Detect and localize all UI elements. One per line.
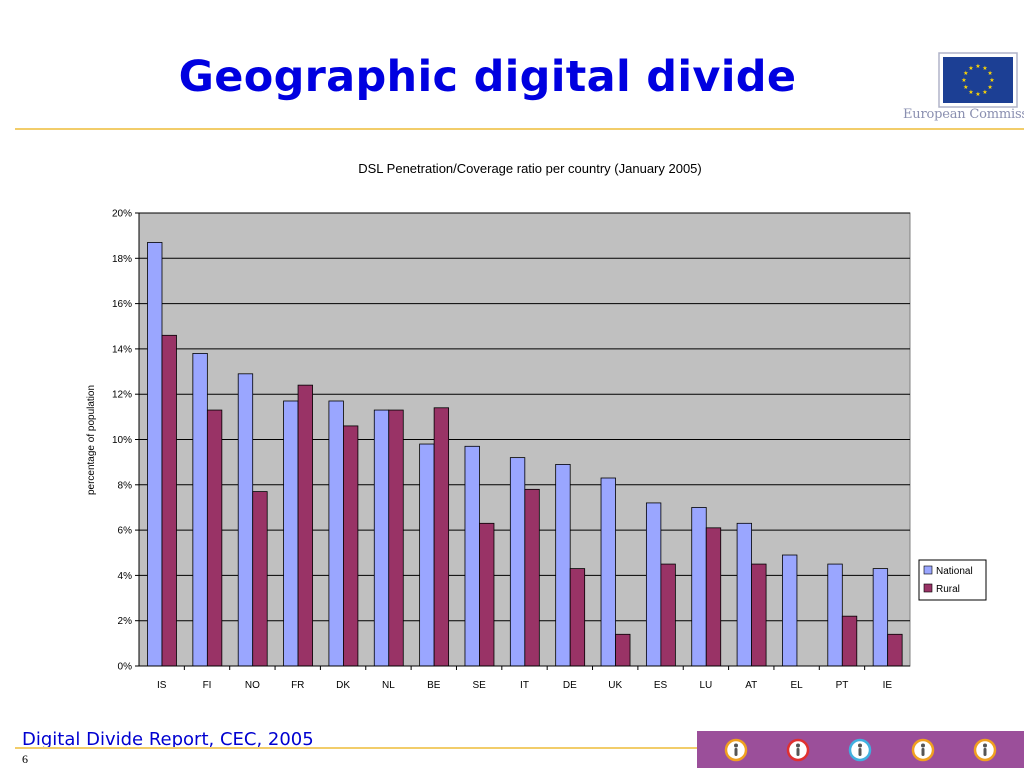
bar-national-at	[736, 522, 752, 667]
star-icon: ★	[975, 63, 980, 70]
star-icon: ★	[982, 65, 987, 72]
y-tick-label: 0%	[118, 662, 133, 673]
y-axis-label: percentage of population	[86, 385, 97, 495]
bar-rural-de	[569, 568, 586, 667]
cyclist-icon	[787, 738, 810, 761]
x-tick-label-pt: PT	[836, 680, 849, 691]
eu-flag-stars: ★ ★★★★★★★★★★★	[961, 63, 994, 98]
dsl-coverage-chart: DSL Penetration/Coverage ratio per count…	[86, 161, 987, 691]
x-tick-label-nl: NL	[382, 680, 395, 691]
star-icon: ★	[968, 89, 973, 96]
star-icon: ★	[987, 70, 992, 77]
x-tick-label-de: DE	[563, 680, 577, 691]
x-tick-label-uk: UK	[608, 680, 622, 691]
x-tick-label-dk: DK	[336, 680, 350, 691]
y-axis-ticks: 0% 2% 4% 6% 8% 10% 12% 14% 16% 18% 20%	[112, 209, 139, 673]
bar-national-be	[419, 443, 435, 667]
bar-rural-nl	[388, 409, 404, 667]
y-tick-label: 6%	[118, 526, 133, 537]
bar-national-no	[237, 373, 254, 667]
bar-national-el	[782, 554, 798, 667]
eu-flag	[943, 57, 1013, 103]
x-tick-label-el: EL	[791, 680, 804, 691]
bar-rural-lu	[705, 527, 722, 667]
y-tick-label: 12%	[112, 390, 132, 401]
x-tick-label-be: BE	[427, 680, 441, 691]
star-icon: ★	[987, 84, 992, 91]
y-tick-label: 16%	[112, 299, 132, 310]
bar-rural-fi	[206, 409, 223, 667]
x-tick-label-fi: FI	[203, 680, 212, 691]
x-axis-ticks: IS FI NO FR DK NL BE SE IT DE UK ES LU AT EL PT IE	[157, 666, 892, 691]
bar-national-it	[509, 457, 526, 667]
y-tick-label: 20%	[112, 209, 132, 220]
star-icon: ★	[982, 89, 987, 96]
x-tick-label-ie: IE	[883, 680, 893, 691]
footer-divider	[15, 747, 705, 749]
bar-national-pt	[827, 563, 843, 667]
x-tick-label-is: IS	[157, 680, 167, 691]
bar-national-ie	[872, 568, 889, 667]
star-icon: ★	[963, 70, 968, 77]
star-icon: ★	[961, 77, 966, 84]
bar-rural-it	[524, 488, 540, 667]
slide-title: Geographic digital divide	[178, 52, 797, 102]
star-icon: ★	[968, 65, 973, 72]
bar-rural-be	[433, 407, 450, 667]
star-icon: ★	[975, 91, 980, 98]
bar-series	[147, 242, 903, 667]
seated-person-icon	[973, 738, 997, 761]
legend-label-national: National	[936, 566, 973, 577]
bar-national-uk	[600, 477, 616, 667]
legend-label-rural: Rural	[936, 584, 960, 595]
x-tick-label-lu: LU	[700, 680, 713, 691]
group-of-people-icon	[911, 738, 934, 761]
bar-rural-fr	[297, 384, 313, 667]
y-tick-label: 2%	[118, 616, 133, 627]
bar-rural-no	[252, 491, 268, 667]
bar-national-lu	[691, 507, 707, 667]
y-tick-label: 10%	[112, 435, 132, 446]
standing-person-icon	[849, 738, 872, 761]
bar-national-dk	[328, 400, 344, 667]
bar-national-nl	[373, 409, 390, 667]
european-commission-logo: ★ ★★★★★★★★★★★	[938, 52, 1018, 108]
organization-name: European Commission	[903, 107, 1024, 122]
bar-rural-at	[751, 563, 767, 667]
bar-rural-uk	[615, 633, 631, 667]
bar-national-fr	[283, 400, 299, 667]
bar-national-is	[147, 242, 163, 667]
y-tick-label: 4%	[118, 571, 133, 582]
bar-rural-is	[161, 334, 177, 667]
bar-rural-ie	[887, 633, 903, 667]
title-divider	[15, 128, 1024, 130]
slide-number: 6	[22, 752, 28, 766]
bar-rural-es	[660, 563, 676, 667]
footer-icon-strip	[697, 731, 1024, 768]
x-tick-label-se: SE	[472, 680, 486, 691]
walking-person-icon	[724, 738, 748, 761]
chart-legend: National Rural	[918, 559, 987, 601]
bar-rural-se	[479, 522, 495, 667]
chart-title: DSL Penetration/Coverage ratio per count…	[358, 161, 701, 176]
star-icon: ★	[989, 77, 994, 84]
bar-rural-dk	[343, 425, 359, 667]
star-icon: ★	[963, 84, 968, 91]
bar-rural-pt	[841, 615, 858, 667]
bar-national-fi	[192, 353, 208, 667]
x-tick-label-no: NO	[245, 680, 260, 691]
bar-national-es	[645, 502, 662, 667]
bar-national-de	[555, 464, 571, 667]
x-tick-label-it: IT	[520, 680, 529, 691]
x-tick-label-fr: FR	[291, 680, 304, 691]
y-tick-label: 8%	[118, 480, 133, 491]
x-tick-label-at: AT	[745, 680, 757, 691]
source-citation: Digital Divide Report, CEC, 2005	[22, 729, 314, 750]
bar-national-se	[464, 445, 480, 667]
y-tick-label: 18%	[112, 254, 132, 265]
y-tick-label: 14%	[112, 344, 132, 355]
legend-swatch-national	[923, 565, 933, 575]
legend-swatch-rural	[923, 583, 933, 593]
x-tick-label-es: ES	[654, 680, 668, 691]
